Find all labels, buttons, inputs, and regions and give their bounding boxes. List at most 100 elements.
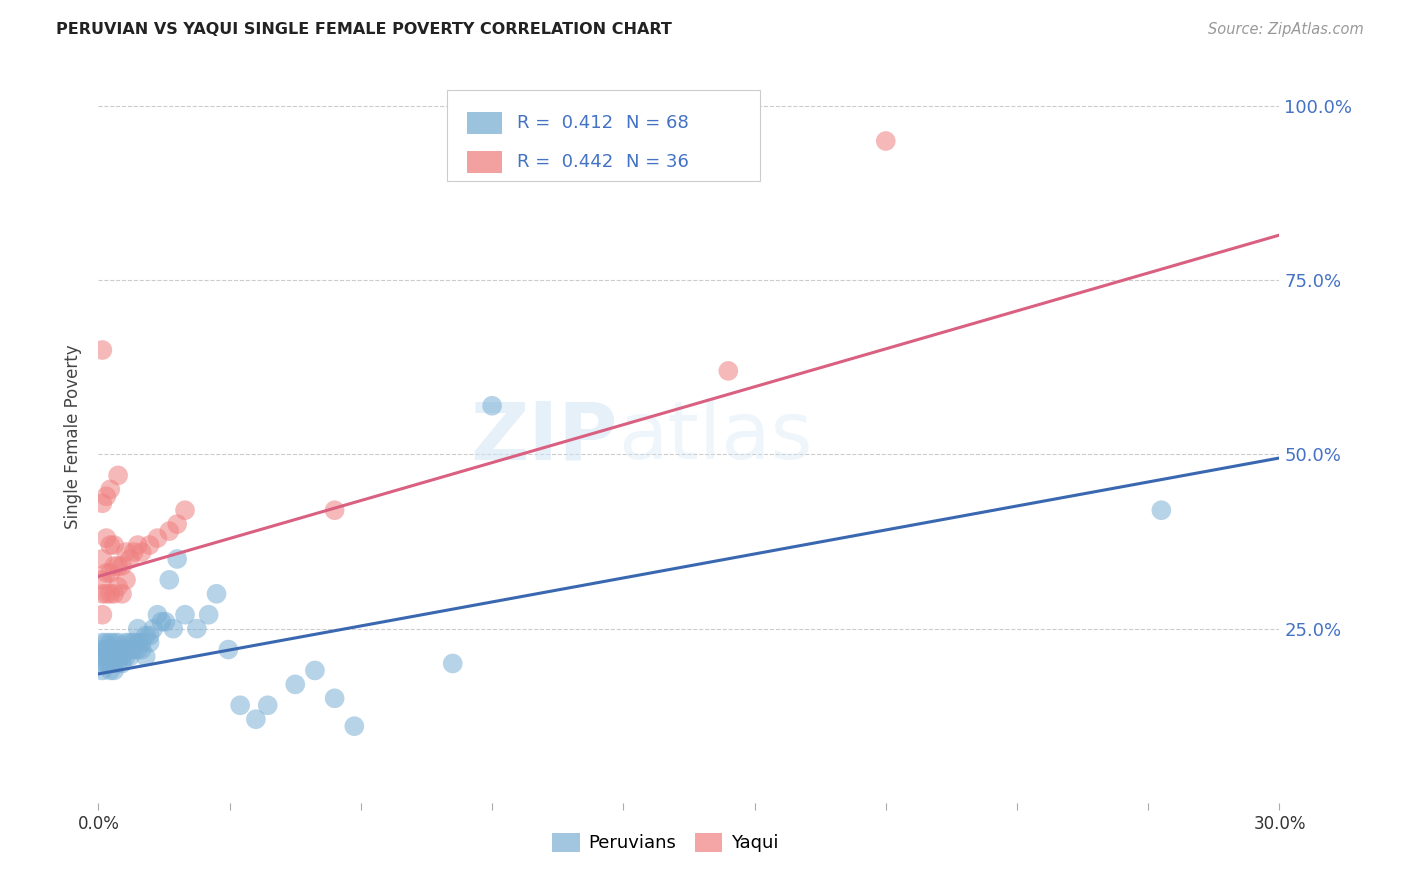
FancyBboxPatch shape: [467, 112, 502, 134]
Peruvians: [118, 635, 141, 649]
Yaqui: [98, 538, 121, 552]
Peruvians: [142, 622, 165, 636]
Peruvians: [98, 642, 121, 657]
Text: Source: ZipAtlas.com: Source: ZipAtlas.com: [1208, 22, 1364, 37]
Yaqui: [146, 531, 169, 545]
Yaqui: [717, 364, 740, 378]
Yaqui: [115, 545, 138, 559]
Peruvians: [197, 607, 219, 622]
Yaqui: [91, 552, 114, 566]
Peruvians: [166, 552, 188, 566]
Peruvians: [150, 615, 173, 629]
Peruvians: [122, 635, 145, 649]
Peruvians: [91, 635, 114, 649]
Peruvians: [98, 657, 121, 671]
Peruvians: [217, 642, 239, 657]
Peruvians: [96, 642, 118, 657]
Peruvians: [127, 635, 149, 649]
Yaqui: [103, 558, 125, 573]
Yaqui: [98, 483, 121, 497]
Yaqui: [91, 607, 114, 622]
Yaqui: [91, 496, 114, 510]
Yaqui: [91, 343, 114, 357]
Peruvians: [122, 642, 145, 657]
Peruvians: [98, 657, 121, 671]
Peruvians: [131, 642, 153, 657]
Yaqui: [103, 538, 125, 552]
Peruvians: [91, 664, 114, 678]
Peruvians: [96, 635, 118, 649]
Peruvians: [91, 642, 114, 657]
Peruvians: [96, 642, 118, 657]
Peruvians: [127, 642, 149, 657]
Yaqui: [98, 566, 121, 580]
Peruvians: [91, 649, 114, 664]
Peruvians: [162, 622, 184, 636]
Yaqui: [107, 580, 129, 594]
Yaqui: [118, 552, 141, 566]
Text: ZIP: ZIP: [471, 398, 619, 476]
Yaqui: [107, 558, 129, 573]
Yaqui: [875, 134, 897, 148]
Peruvians: [111, 649, 134, 664]
Yaqui: [107, 468, 129, 483]
FancyBboxPatch shape: [447, 90, 759, 181]
Y-axis label: Single Female Poverty: Single Female Poverty: [65, 345, 83, 529]
Peruvians: [441, 657, 464, 671]
Peruvians: [186, 622, 208, 636]
Peruvians: [118, 649, 141, 664]
Yaqui: [111, 587, 134, 601]
Peruvians: [155, 615, 177, 629]
Peruvians: [138, 635, 160, 649]
Peruvians: [98, 635, 121, 649]
Yaqui: [323, 503, 346, 517]
Peruvians: [96, 649, 118, 664]
Peruvians: [91, 657, 114, 671]
Peruvians: [115, 635, 138, 649]
Text: N = 36: N = 36: [626, 153, 689, 171]
Peruvians: [107, 649, 129, 664]
Text: atlas: atlas: [619, 398, 813, 476]
Peruvians: [135, 649, 157, 664]
Yaqui: [111, 558, 134, 573]
Peruvians: [103, 657, 125, 671]
Peruvians: [103, 635, 125, 649]
Peruvians: [107, 635, 129, 649]
Yaqui: [166, 517, 188, 532]
Yaqui: [96, 587, 118, 601]
Peruvians: [256, 698, 278, 713]
Yaqui: [98, 587, 121, 601]
Peruvians: [1150, 503, 1173, 517]
Peruvians: [174, 607, 197, 622]
Peruvians: [304, 664, 326, 678]
Peruvians: [103, 649, 125, 664]
Peruvians: [103, 664, 125, 678]
Peruvians: [138, 629, 160, 643]
Peruvians: [118, 642, 141, 657]
Yaqui: [157, 524, 180, 538]
Peruvians: [103, 642, 125, 657]
Peruvians: [157, 573, 180, 587]
Yaqui: [103, 587, 125, 601]
Peruvians: [205, 587, 228, 601]
Peruvians: [107, 657, 129, 671]
Yaqui: [174, 503, 197, 517]
Peruvians: [343, 719, 366, 733]
Peruvians: [107, 642, 129, 657]
Peruvians: [98, 649, 121, 664]
Peruvians: [131, 635, 153, 649]
Peruvians: [107, 649, 129, 664]
Peruvians: [111, 642, 134, 657]
Yaqui: [127, 538, 149, 552]
Peruvians: [229, 698, 252, 713]
Text: R =  0.442: R = 0.442: [516, 153, 613, 171]
Yaqui: [91, 587, 114, 601]
Yaqui: [96, 566, 118, 580]
Peruvians: [96, 657, 118, 671]
Text: PERUVIAN VS YAQUI SINGLE FEMALE POVERTY CORRELATION CHART: PERUVIAN VS YAQUI SINGLE FEMALE POVERTY …: [56, 22, 672, 37]
Peruvians: [135, 629, 157, 643]
Peruvians: [481, 399, 503, 413]
Peruvians: [115, 642, 138, 657]
Yaqui: [122, 545, 145, 559]
Peruvians: [284, 677, 307, 691]
